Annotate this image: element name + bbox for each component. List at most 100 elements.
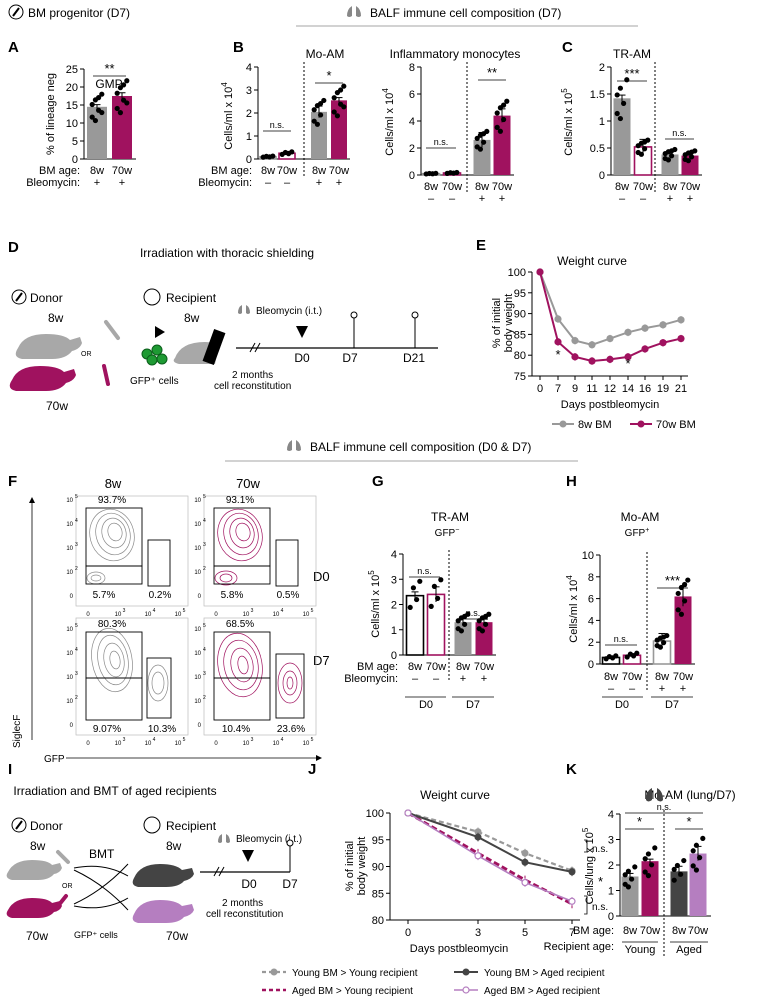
flow-ylabel: SiglecF — [12, 715, 23, 748]
chart-E-point — [659, 339, 667, 347]
chart-E-series-0 — [539, 271, 682, 346]
donor-8w-label: 8w — [48, 311, 64, 325]
flow-y-tick-label: 10 — [194, 651, 201, 657]
gfp-cells-label: GFP⁺ cells — [130, 376, 179, 387]
chart-G-y-tick-label: 4 — [391, 549, 397, 561]
chart-K-data-point — [681, 857, 687, 864]
flow-row-d7: D7 — [313, 653, 330, 668]
gfp-label-i: GFP⁺ cells — [74, 930, 118, 940]
chart-B1-data-point — [341, 104, 347, 110]
chart-C-data-point — [689, 154, 695, 160]
panel-i-title: Irradiation and BMT of aged recipients — [13, 784, 216, 798]
chart-E-ylabel-2: body weight — [503, 294, 515, 353]
chart-J-y-tick-label: 80 — [372, 915, 384, 927]
panel-letter-g: G — [372, 473, 384, 490]
chart-B2-y-tick-label: 6 — [409, 89, 415, 101]
panel-letter-e: E — [476, 237, 486, 254]
chart-J-x-tick-label: 0 — [405, 927, 411, 939]
chart-E-point — [624, 328, 632, 336]
chart-B1-data-point — [331, 95, 337, 101]
chart-K-data-point — [645, 873, 652, 879]
flow-x-tick-label: 10 — [175, 741, 182, 747]
chart-B2-data-point — [474, 135, 480, 141]
chart-K-group-young: Young — [625, 944, 656, 956]
chart-K-data-point — [690, 848, 696, 854]
chart-G-data-point — [458, 628, 464, 634]
flow-y-tick-exp: 5 — [75, 623, 78, 629]
recipient-label: Recipient — [166, 291, 217, 305]
chart-G-ylabel: Cells/ml x 105 — [367, 570, 382, 638]
panel-letter-h: H — [566, 473, 577, 490]
chart-K-data-point — [697, 855, 703, 861]
chart-J-y-tick-label: 90 — [372, 862, 384, 874]
recon-label-i: cell reconstitution — [206, 909, 283, 920]
chart-K-data-point — [690, 863, 696, 869]
chart-B1-data-point — [318, 100, 324, 107]
chart-K-bar — [641, 861, 659, 916]
chart-C-bar — [613, 98, 631, 175]
static-layer: BM progenitor (D7) BALF immune cell comp… — [6, 4, 736, 997]
flow-d0-8w-upper: 93.7% — [98, 495, 126, 506]
chart-K-row-value: 70w — [640, 925, 660, 937]
chart-J-sig: n.s. — [592, 902, 608, 913]
panel-d-schematic: Irradiation with thoracic shielding Dono… — [9, 246, 438, 413]
chart-H-y-tick-label: 6 — [588, 594, 594, 606]
chart-E-y-tick-label: 75 — [514, 371, 526, 383]
flow-x-tick-exp: 4 — [153, 608, 156, 614]
chart-C-row-value: 70w — [633, 181, 653, 193]
chart-E-x-tick-label: 7 — [555, 383, 561, 395]
flow-d7-70w-gfp: 23.6% — [277, 724, 305, 735]
chart-B1-data-point — [321, 97, 327, 104]
chart-K-y-tick-label: 0 — [608, 911, 614, 923]
chart-E-series-1 — [539, 271, 682, 363]
chart-E-x-tick-label: 21 — [675, 383, 687, 395]
flow-x-tick-exp: 4 — [153, 737, 156, 743]
flow-y-tick-label: 0 — [198, 723, 202, 729]
bone-icon — [11, 817, 27, 833]
flow-x-tick-label: 0 — [86, 612, 90, 618]
panel-b-title-monocytes: Inflammatory monocytes — [390, 47, 521, 61]
chart-G-data-point — [414, 596, 420, 603]
chart-B2-row-value: – — [449, 193, 456, 205]
flow-y-tick-label: 10 — [194, 498, 201, 504]
chart-E-y-tick-label: 80 — [514, 350, 526, 362]
chart-B2-data-point — [494, 110, 500, 116]
chart-H-bar — [674, 596, 692, 664]
flow-y-tick-exp: 2 — [203, 566, 206, 572]
chart-G-y-tick-label: 2 — [391, 600, 397, 612]
flow-x-tick-exp: 5 — [311, 737, 314, 743]
chart-C-data-point — [642, 139, 648, 145]
chart-E-xlabel: Days postbleomycin — [561, 399, 659, 411]
chart-C-sig: *** — [624, 66, 639, 81]
irradiation-icon — [143, 288, 161, 306]
flow-y-tick-label: 10 — [66, 699, 73, 705]
chart-G-row-value: 8w — [456, 661, 470, 673]
chart-K-bar — [689, 853, 707, 916]
chart-K-sig: * — [686, 814, 691, 829]
chart-A-y-tick-label: 0 — [72, 154, 78, 166]
mouse-icon-young — [15, 334, 82, 359]
flow-d7-70w-lower: 10.4% — [222, 724, 250, 735]
chart-C-y-tick-label: 0 — [599, 170, 605, 182]
panel-f-flow: 8w 70w D0 D7 SiglecF GFP — [12, 476, 330, 765]
chart-A-y-tick-label: 25 — [66, 64, 78, 76]
flow-x-tick-label: 10 — [115, 741, 122, 747]
chart-K-row-value: 8w — [623, 925, 637, 937]
flow-xlabel: GFP — [44, 754, 65, 765]
flow-d7-8w-lower: 9.07% — [93, 724, 121, 735]
chart-C-y-tick-label: 0.5 — [590, 143, 605, 155]
chart-J-point — [521, 858, 529, 866]
chart-A-y-tick-label: 20 — [66, 82, 78, 94]
flow-d0-70w-lower: 5.8% — [221, 590, 244, 601]
header-bm-progenitor: BM progenitor (D7) — [8, 4, 130, 20]
chart-G-row-value: 70w — [474, 661, 494, 673]
chart-G-data-point — [438, 577, 444, 583]
chart-B1-sig: * — [326, 68, 331, 83]
chart-K-data-point — [693, 867, 700, 873]
chart-B2-row-value: 8w — [475, 181, 489, 193]
chart-C-data-point — [635, 143, 641, 149]
chart-B2-bar — [493, 115, 511, 175]
chart-J-sig: * — [598, 874, 603, 889]
chart-H-data-point — [675, 607, 681, 613]
chart-C-data-point — [642, 146, 648, 152]
